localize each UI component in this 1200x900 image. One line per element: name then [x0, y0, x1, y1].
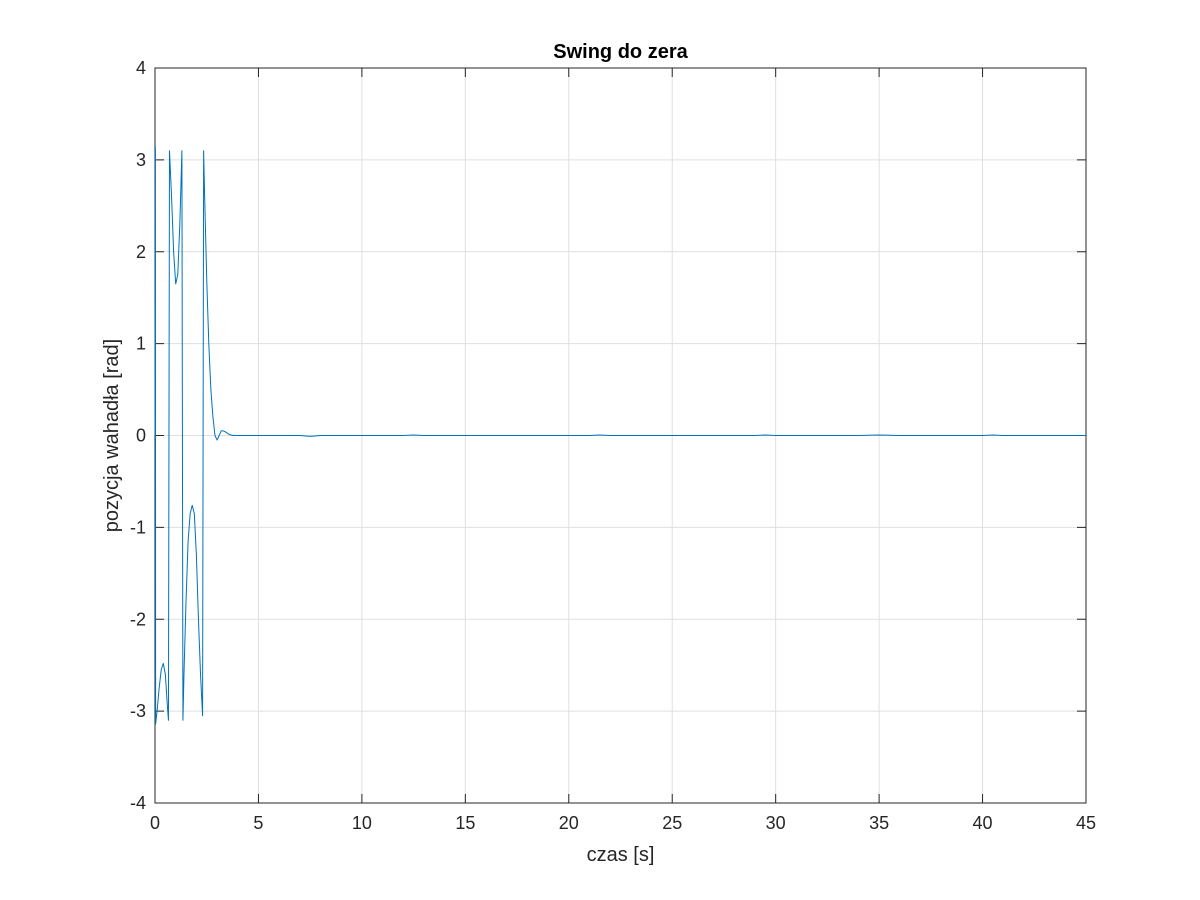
x-tick-label: 0 [150, 813, 160, 833]
series-group [154, 146, 1086, 725]
y-tick-label: 4 [136, 58, 146, 78]
y-tick-label: 3 [136, 150, 146, 170]
y-tick-label: -4 [130, 793, 146, 813]
y-axis-label: pozycja wahadła [rad] [101, 339, 123, 532]
x-axis-label: czas [s] [587, 844, 655, 866]
y-tick-label: 0 [136, 426, 146, 446]
x-tick-label: 5 [253, 813, 263, 833]
x-tick-label: 30 [766, 813, 786, 833]
x-tick-label: 40 [973, 813, 993, 833]
x-tick-label: 45 [1076, 813, 1096, 833]
series-line [154, 146, 1086, 725]
x-tick-label: 25 [662, 813, 682, 833]
y-tick-label: -3 [130, 701, 146, 721]
y-tick-label: -2 [130, 609, 146, 629]
x-tick-label: 15 [455, 813, 475, 833]
x-tick-label: 20 [559, 813, 579, 833]
y-tick-label: 1 [136, 334, 146, 354]
x-tick-label: 35 [869, 813, 889, 833]
ticks: 0 5 10 15 20 25 30 35 40 45 -4 -3 -2 -1 0 1 2 3 4 [130, 58, 1096, 833]
y-tick-label: 2 [136, 242, 146, 262]
chart-title: Swing do zera [553, 41, 688, 63]
x-tick-label: 10 [352, 813, 372, 833]
y-tick-label: -1 [130, 517, 146, 537]
